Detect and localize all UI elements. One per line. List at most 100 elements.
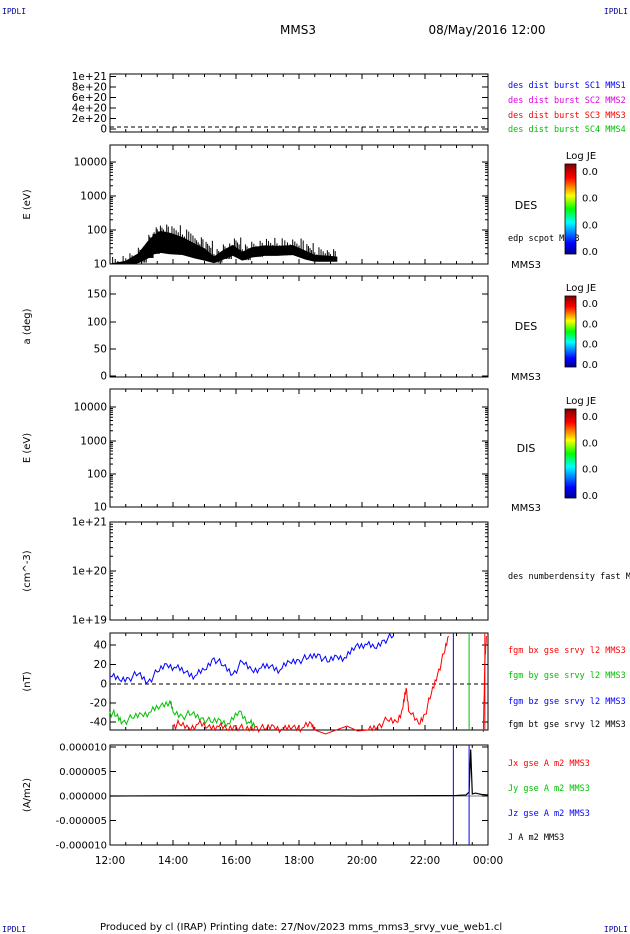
colorbar: Log JE 0.0 0.0 0.0 0.0 xyxy=(564,396,598,502)
y-tick-label: -0.000010 xyxy=(56,841,107,852)
colorbar-scale xyxy=(564,163,577,255)
y-tick-label: 20 xyxy=(94,659,107,671)
panel-7: 0.000010 0.000005 0.000000 -0.000005 -0.0000… xyxy=(22,743,489,852)
y-axis-label: E (eV) xyxy=(22,433,33,463)
overlay-label: edp scpot MMS3 xyxy=(508,234,580,244)
y-tick-label: 50 xyxy=(94,344,107,356)
legend-entry: des dist burst SC2 MMS2 xyxy=(508,96,626,106)
colorbar-scale xyxy=(564,408,577,499)
y-tick-label: 40 xyxy=(94,640,107,652)
y-axis-label: (nT) xyxy=(22,671,33,691)
panel-2: 10000 1000 100 10 E (eV) xyxy=(22,144,489,271)
y-axis-label: a (deg) xyxy=(22,308,33,344)
y-tick-label: 1e+20 xyxy=(72,566,107,578)
legend-entry: fgm bt gse srvy l2 MMS3 xyxy=(508,720,626,730)
y-tick-label: 10000 xyxy=(74,157,107,169)
x-tick-label: 18:00 xyxy=(284,855,314,867)
y-axis-label: E (eV) xyxy=(22,189,33,219)
y-tick-label: 0 xyxy=(100,371,107,383)
spacecraft-label: MMS3 xyxy=(511,260,541,271)
instrument-label: DES xyxy=(515,320,537,333)
y-tick-label: -20 xyxy=(90,698,107,710)
panel-frame xyxy=(109,73,489,133)
colorbar-tick-label: 0.0 xyxy=(582,412,598,423)
y-tick-label: 1e+19 xyxy=(72,615,107,627)
corner-mark-bottom-right: IPDLI xyxy=(604,925,628,934)
y-tick-label: 1000 xyxy=(80,191,107,203)
y-tick-label: 1e+21 xyxy=(72,71,107,83)
corner-mark-top-right: IPDLI xyxy=(604,7,628,16)
y-tick-label: 0.000000 xyxy=(59,792,107,803)
y-tick-label: 100 xyxy=(87,469,107,481)
x-tick-label: 20:00 xyxy=(347,855,377,867)
panel-frame xyxy=(109,744,489,846)
legend-entry: fgm bx gse srvy l2 MMS3 xyxy=(508,646,626,656)
legend-entry: fgm by gse srvy l2 MMS3 xyxy=(508,671,626,681)
legend-entry: Jz gse A m2 MMS3 xyxy=(508,809,590,819)
y-tick-label: 4e+20 xyxy=(72,103,107,115)
y-axis-label: (cm^-3) xyxy=(22,550,33,591)
colorbar-tick-label: 0.0 xyxy=(582,167,598,178)
y-tick-label: -0.000005 xyxy=(56,816,107,827)
legend-entry: Jy gse A m2 MMS3 xyxy=(508,784,590,794)
corner-mark-bottom-left: IPDLI xyxy=(2,925,26,934)
y-tick-label: 100 xyxy=(87,225,107,237)
y-tick-label: 0.000010 xyxy=(59,743,107,754)
legend-entry: des dist burst SC1 MMS1 xyxy=(508,81,626,91)
x-tick-label: 12:00 xyxy=(95,855,125,867)
y-axis-label: (A/m2) xyxy=(22,778,33,812)
legend-entry: fgm bz gse srvy l2 MMS3 xyxy=(508,697,626,707)
colorbar-tick-label: 0.0 xyxy=(582,360,598,371)
colorbar-tick-label: 0.0 xyxy=(582,340,598,351)
x-tick-label: 00:00 xyxy=(473,855,503,867)
y-tick-label: 150 xyxy=(87,289,107,301)
y-tick-label: 10 xyxy=(94,502,107,514)
panel-frame xyxy=(109,275,489,378)
legend-entry: J A m2 MMS3 xyxy=(508,833,564,843)
y-tick-label: 10 xyxy=(94,259,107,271)
colorbar-title: Log JE xyxy=(566,396,596,407)
colorbar: Log JE 0.0 0.0 0.0 0.0 xyxy=(564,283,598,371)
y-tick-label: -40 xyxy=(90,717,107,729)
instrument-label: DES xyxy=(515,199,537,212)
spacecraft-label: MMS3 xyxy=(511,372,541,383)
spacecraft-label: MMS3 xyxy=(511,503,541,514)
header-spacecraft: MMS3 xyxy=(280,23,316,37)
colorbar-title: Log JE xyxy=(566,283,596,294)
footer-text: Produced by cl (IRAP) Printing date: 27/… xyxy=(100,922,502,933)
legend-entry: des numberdensity fast M xyxy=(508,572,630,582)
y-tick-label: 2e+20 xyxy=(72,113,107,125)
x-tick-label: 22:00 xyxy=(410,855,440,867)
corner-mark-top-left: IPDLI xyxy=(2,7,26,16)
y-tick-label: 10000 xyxy=(74,402,107,414)
colorbar-tick-label: 0.0 xyxy=(582,299,598,310)
colorbar-title: Log JE xyxy=(566,151,596,162)
panel-frame xyxy=(109,388,489,508)
instrument-label: DIS xyxy=(517,442,536,455)
colorbar-tick-label: 0.0 xyxy=(582,465,598,476)
legend-entry: Jx gse A m2 MMS3 xyxy=(508,759,590,769)
y-tick-label: 0 xyxy=(100,679,107,691)
colorbar-tick-label: 0.0 xyxy=(582,438,598,449)
colorbar-tick-label: 0.0 xyxy=(582,491,598,502)
fgm-series-line xyxy=(109,632,394,685)
colorbar-tick-label: 0.0 xyxy=(582,220,598,231)
colorbar-tick-label: 0.0 xyxy=(582,319,598,330)
y-tick-label: 1000 xyxy=(80,436,107,448)
y-tick-label: 0 xyxy=(100,124,107,136)
y-tick-label: 8e+20 xyxy=(72,82,107,94)
panel-3: 150 100 50 0 a (deg) xyxy=(22,275,489,383)
fgm-series-line xyxy=(109,699,256,728)
legend-entry: des dist burst SC3 MMS3 xyxy=(508,111,626,121)
x-tick-label: 14:00 xyxy=(158,855,188,867)
x-tick-label: 16:00 xyxy=(221,855,251,867)
y-tick-label: 6e+20 xyxy=(72,92,107,104)
panel-frame xyxy=(109,521,489,621)
legend-entry: des dist burst SC4 MMS4 xyxy=(508,125,626,135)
colorbar-tick-label: 0.0 xyxy=(582,194,598,205)
header-datetime: 08/May/2016 12:00 xyxy=(428,23,545,37)
y-tick-label: 0.000005 xyxy=(59,767,107,778)
panel-6: 40 20 0 -20 -40 (nT) xyxy=(22,632,489,731)
